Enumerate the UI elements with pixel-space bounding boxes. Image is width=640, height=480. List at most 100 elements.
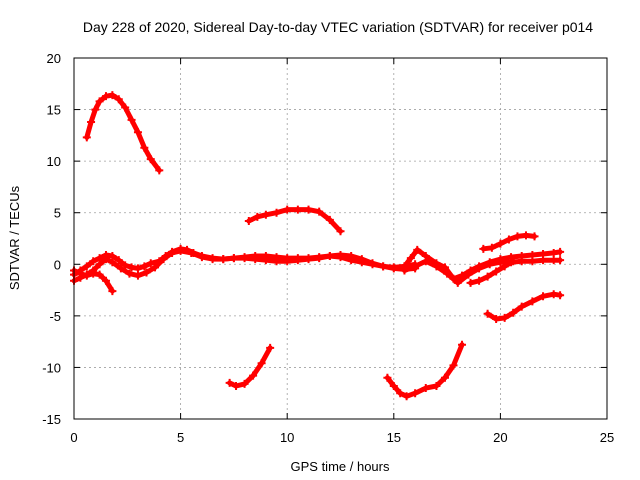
data-point [293, 256, 302, 265]
data-point [244, 216, 253, 225]
data-point [500, 262, 509, 271]
data-point [406, 254, 415, 263]
data-point [336, 251, 345, 260]
data-point [357, 255, 366, 264]
y-tick-label: -5 [49, 309, 61, 324]
plot-series [70, 91, 565, 401]
data-point [556, 291, 565, 300]
x-tick-label: 5 [177, 430, 184, 445]
data-point [257, 359, 266, 368]
data-point [142, 268, 151, 277]
data-point [479, 244, 488, 253]
data-point [485, 260, 494, 269]
data-point [304, 255, 313, 264]
data-point [396, 389, 405, 398]
chart-title: Day 228 of 2020, Sidereal Day-to-day VTE… [83, 19, 593, 35]
series-arc-low-1 [225, 343, 275, 390]
y-axis-label: SDTVAR / TECUs [7, 185, 22, 290]
data-point [272, 257, 281, 266]
data-point [82, 262, 91, 271]
series-arc-late-high [479, 231, 539, 253]
y-tick-label: 10 [47, 154, 61, 169]
data-point [108, 258, 117, 267]
data-point [108, 91, 117, 100]
data-point [293, 205, 302, 214]
data-point [549, 290, 558, 299]
data-point [513, 232, 522, 241]
data-point [176, 246, 185, 255]
series-line [402, 257, 563, 286]
data-point [133, 264, 142, 273]
series-arc-near-zero-2 [70, 246, 420, 285]
data-point [440, 373, 449, 382]
y-tick-label: 15 [47, 103, 61, 118]
data-point [219, 255, 228, 264]
data-point [208, 255, 217, 264]
data-point [240, 254, 249, 263]
data-point [421, 257, 430, 266]
data-point [368, 259, 377, 268]
data-point [261, 210, 270, 219]
x-axis-label: GPS time / hours [291, 459, 390, 474]
data-point [133, 271, 142, 280]
data-point [443, 269, 452, 278]
data-point [114, 256, 123, 265]
data-point [146, 155, 155, 164]
grid [74, 58, 607, 419]
data-point [283, 257, 292, 266]
data-point [411, 389, 420, 398]
data-point [325, 252, 334, 261]
data-point [114, 95, 123, 104]
data-point [402, 392, 411, 401]
x-tick-label: 20 [493, 430, 507, 445]
data-point [116, 264, 125, 273]
data-point [261, 256, 270, 265]
data-point [432, 262, 441, 271]
data-point [379, 262, 388, 271]
data-point [521, 231, 530, 240]
series-line [384, 342, 465, 399]
data-point [251, 255, 260, 264]
data-point [347, 252, 356, 261]
data-point [89, 257, 98, 266]
data-point [504, 235, 513, 244]
data-point [89, 269, 98, 278]
data-point [556, 256, 565, 265]
data-point [539, 292, 548, 301]
data-point [449, 361, 458, 370]
data-point [304, 205, 313, 214]
data-point [87, 117, 96, 126]
data-point [146, 259, 155, 268]
data-point [556, 247, 565, 256]
data-point [121, 103, 130, 112]
data-point [413, 245, 422, 254]
data-point [140, 143, 149, 152]
data-point [475, 276, 484, 285]
data-point [517, 257, 526, 266]
y-tick-label: -15 [42, 412, 61, 427]
data-point [101, 255, 110, 264]
data-point [253, 212, 262, 221]
data-point [127, 263, 136, 272]
data-point [475, 264, 484, 273]
series-arc-low-2 [383, 340, 467, 401]
x-tick-label: 0 [70, 430, 77, 445]
data-point [496, 258, 505, 267]
data-point [421, 384, 430, 393]
data-point [121, 261, 130, 270]
data-point [133, 128, 142, 137]
series-arc-late-near-zero-2 [400, 256, 565, 287]
data-point [272, 208, 281, 217]
data-point [389, 381, 398, 390]
data-point [458, 340, 467, 349]
data-point [492, 314, 501, 323]
data-point [91, 105, 100, 114]
data-point [159, 255, 168, 264]
data-point [483, 309, 492, 318]
plot-frame [73, 57, 608, 420]
data-point [108, 287, 117, 296]
y-tick-label: 5 [54, 206, 61, 221]
data-point [95, 260, 104, 269]
data-point [155, 166, 164, 175]
